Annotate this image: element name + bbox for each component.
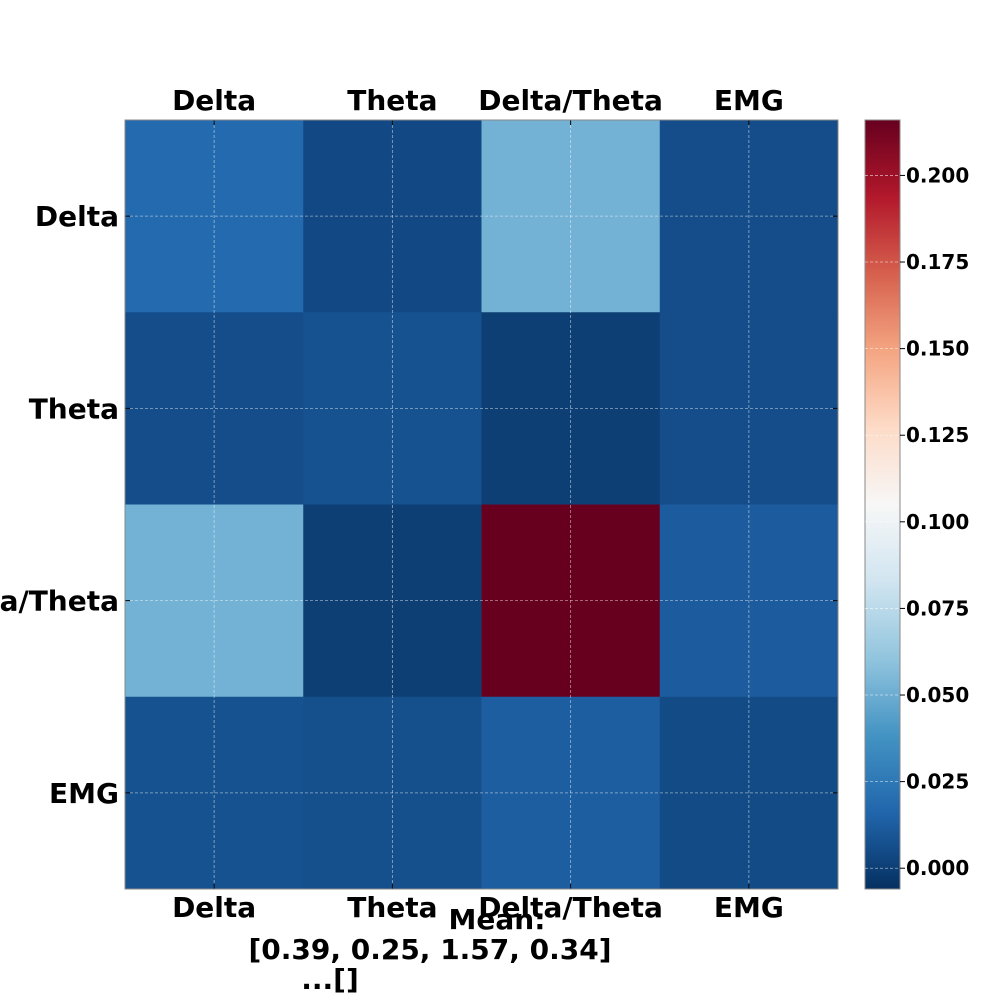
colorbar-tick-label: 0.100 xyxy=(906,510,969,534)
caption-line: Mean: xyxy=(449,903,546,936)
heatmap-ticks xyxy=(125,120,838,889)
colorbar-gradient xyxy=(864,119,901,890)
heatmap-cells xyxy=(125,120,839,890)
caption-line: [0.39, 0.25, 1.57, 0.34] xyxy=(248,933,611,966)
x-axis-top-labels: Delta Theta Delta/Theta EMG xyxy=(172,84,784,117)
x-axis-bottom-labels: Delta Theta Delta/Theta EMG xyxy=(172,891,784,924)
colorbar-tick-label: 0.075 xyxy=(906,596,969,620)
x-tick-label-top: EMG xyxy=(714,84,784,117)
colorbar-tick-label: 0.200 xyxy=(906,163,969,187)
heatmap-grid xyxy=(125,120,838,889)
colorbar: 0.000 0.025 0.050 0.075 0.100 0.125 0.150 0.175… xyxy=(864,119,969,890)
x-tick-label-bottom: Theta xyxy=(347,891,437,924)
caption-line: ...[] xyxy=(301,963,359,996)
colorbar-tick-label: 0.150 xyxy=(906,337,969,361)
y-axis-labels: Delta Theta Delta/Theta EMG xyxy=(0,200,119,810)
colorbar-tick-label: 0.175 xyxy=(906,250,969,274)
x-tick-label-bottom: EMG xyxy=(714,891,784,924)
x-tick-label-top: Delta xyxy=(172,84,256,117)
x-tick-label-bottom: Delta/Theta xyxy=(478,891,663,924)
y-tick-label: Delta/Theta xyxy=(0,585,119,618)
y-tick-label: Delta xyxy=(35,200,119,233)
x-tick-label-bottom: Delta xyxy=(172,891,256,924)
colorbar-tick-label: 0.025 xyxy=(906,770,969,794)
colorbar-tick-label: 0.125 xyxy=(906,423,969,447)
y-tick-label: Theta xyxy=(29,392,119,425)
x-tick-label-top: Delta/Theta xyxy=(478,84,663,117)
colorbar-tick-label: 0.000 xyxy=(906,856,969,880)
y-tick-label: EMG xyxy=(49,777,119,810)
colorbar-tick-label: 0.050 xyxy=(906,683,969,707)
mean-caption: Mean:[0.39, 0.25, 1.57, 0.34]...[] xyxy=(248,903,611,996)
heatmap-frame xyxy=(124,119,839,890)
x-tick-label-top: Theta xyxy=(347,84,437,117)
